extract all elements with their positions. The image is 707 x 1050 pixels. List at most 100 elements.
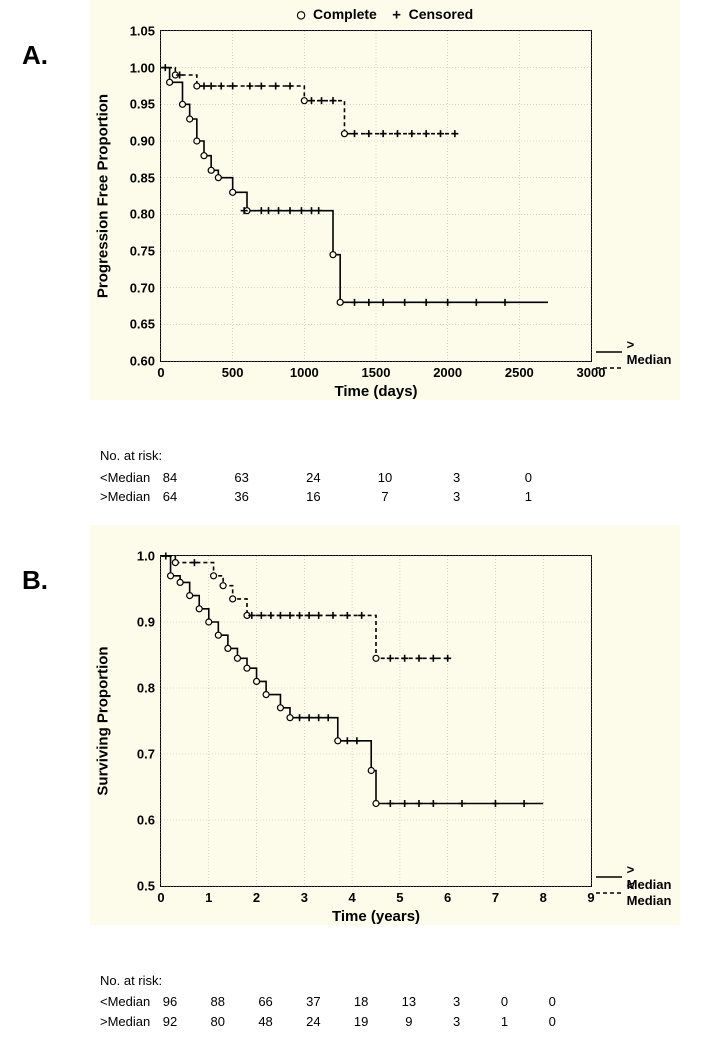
risk-title: No. at risk: (100, 971, 707, 991)
censored-marker-icon (423, 299, 430, 306)
risk-cell: 80 (211, 1012, 225, 1032)
censored-marker-icon (201, 83, 208, 90)
ytick: 0.9 (137, 614, 155, 629)
complete-marker-icon (194, 83, 200, 89)
risk-row: <Median968866371813300 (100, 992, 707, 1012)
ytick: 0.80 (130, 207, 155, 222)
km-curve (161, 68, 548, 303)
censored-marker-icon (318, 97, 325, 104)
xtick: 2000 (433, 365, 462, 380)
complete-marker-icon (211, 572, 217, 578)
complete-marker-icon (208, 167, 214, 173)
censored-marker-icon (306, 611, 313, 618)
complete-marker-icon (177, 579, 183, 585)
xtick: 3 (301, 890, 308, 905)
censored-marker-icon (351, 130, 358, 137)
complete-marker-icon (172, 559, 178, 565)
censored-marker-icon (330, 611, 337, 618)
xtick: 5 (396, 890, 403, 905)
censored-marker-icon (430, 800, 437, 807)
risk-cell: 63 (234, 468, 248, 488)
xtick: 4 (348, 890, 355, 905)
risk-row: >Median92804824199310 (100, 1012, 707, 1032)
censored-marker-icon (502, 299, 509, 306)
risk-row: <Median8463241030 (100, 468, 707, 488)
risk-cell: 9 (405, 1012, 412, 1032)
ytick: 0.95 (130, 97, 155, 112)
risk-cell: 88 (211, 992, 225, 1012)
complete-marker-icon (187, 116, 193, 122)
x-axis-label: Time (days) (334, 383, 417, 400)
censored-marker-icon (344, 737, 351, 744)
complete-marker-icon (220, 582, 226, 588)
ytick: 1.0 (137, 548, 155, 563)
panel-B-plot: 01234567890.50.60.70.80.91.0Time (years)… (90, 525, 680, 925)
censored-marker-icon (315, 611, 322, 618)
xtick: 6 (444, 890, 451, 905)
complete-marker-icon (225, 645, 231, 651)
ytick: 0.75 (130, 244, 155, 259)
risk-cell: 1 (525, 487, 532, 507)
complete-marker-icon (287, 714, 293, 720)
risk-cell: 3 (453, 487, 460, 507)
censored-marker-icon (308, 97, 315, 104)
censored-marker-icon (218, 83, 225, 90)
risk-row-label: >Median (100, 1012, 172, 1032)
risk-cell: 13 (402, 992, 416, 1012)
complete-marker-icon (244, 665, 250, 671)
complete-marker-icon (215, 175, 221, 181)
censored-marker-icon (265, 207, 272, 214)
complete-marker-icon (337, 299, 343, 305)
censored-marker-icon (191, 559, 198, 566)
risk-row-label: >Median (100, 487, 172, 507)
panel-B-side-legend: > Median < Median (596, 869, 680, 901)
censored-marker-icon (401, 299, 408, 306)
ytick: 0.65 (130, 317, 155, 332)
panel-A-plot: ○ Complete + Censored0500100015002000250… (90, 0, 680, 400)
censored-marker-icon (416, 800, 423, 807)
complete-marker-icon (187, 592, 193, 598)
ytick: 1.00 (130, 60, 155, 75)
xtick: 7 (492, 890, 499, 905)
censored-marker-icon (358, 611, 365, 618)
risk-row-label: <Median (100, 468, 172, 488)
censored-marker-icon (401, 654, 408, 661)
ytick: 0.6 (137, 812, 155, 827)
complete-marker-icon (254, 678, 260, 684)
complete-marker-icon (373, 655, 379, 661)
censored-marker-icon (325, 714, 332, 721)
censored-marker-icon (315, 207, 322, 214)
risk-cell: 37 (306, 992, 320, 1012)
censored-marker-icon (258, 207, 265, 214)
complete-marker-icon (368, 767, 374, 773)
ytick: 0.70 (130, 280, 155, 295)
xtick: 8 (540, 890, 547, 905)
risk-cell: 1 (501, 1012, 508, 1032)
y-axis-label: Surviving Proportion (95, 646, 112, 795)
risk-cell: 0 (525, 468, 532, 488)
panel-A-risk-table: No. at risk:<Median8463241030>Median6436… (100, 446, 707, 507)
censored-marker-icon (437, 130, 444, 137)
risk-cell: 7 (381, 487, 388, 507)
censored-marker-icon (229, 83, 236, 90)
censored-marker-icon (459, 800, 466, 807)
xtick: 0 (157, 365, 164, 380)
censored-marker-icon (492, 800, 499, 807)
censored-marker-icon (344, 611, 351, 618)
risk-cell: 24 (306, 1012, 320, 1032)
censored-marker-icon (306, 714, 313, 721)
complete-marker-icon (206, 619, 212, 625)
censored-marker-icon (258, 83, 265, 90)
censored-marker-icon (275, 207, 282, 214)
ytick: 0.90 (130, 134, 155, 149)
risk-cell: 36 (234, 487, 248, 507)
complete-marker-icon (301, 98, 307, 104)
censored-marker-icon (277, 611, 284, 618)
risk-cell: 18 (354, 992, 368, 1012)
risk-cell: 0 (549, 1012, 556, 1032)
censored-marker-icon (296, 714, 303, 721)
censored-marker-icon (287, 83, 294, 90)
xtick: 0 (157, 890, 164, 905)
risk-cell: 16 (306, 487, 320, 507)
censored-marker-icon (365, 299, 372, 306)
